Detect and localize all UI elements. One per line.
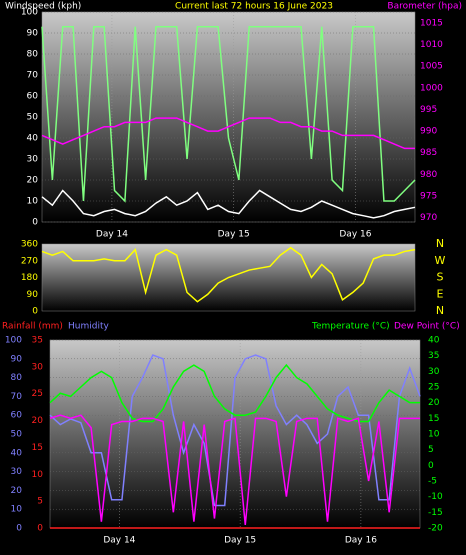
legend-label: Rainfall (mm)	[2, 322, 63, 332]
y-tick-label: 180	[21, 273, 38, 283]
legend-label: Humidity	[68, 322, 109, 332]
y3-tick-label: 15	[32, 443, 43, 453]
legend-label: Temperature (°C)	[311, 322, 390, 332]
y-tick-label: 40	[11, 448, 23, 458]
y2-tick-label: 985	[420, 148, 437, 158]
y3-tick-label: 0	[37, 524, 43, 534]
y2-tick-label: 1010	[420, 40, 443, 50]
y-axis-title: Windspeed (kph)	[5, 2, 81, 12]
y-tick-label: 80	[27, 50, 39, 60]
series-line	[41, 189, 416, 219]
y2-tick-label: 975	[420, 192, 437, 202]
compass-label: S	[437, 271, 444, 284]
y2-tick-label: 35	[428, 351, 439, 361]
y-tick-label: 30	[27, 155, 39, 165]
x-tick-label: Day 15	[224, 536, 256, 546]
x-tick-label: Day 14	[96, 230, 128, 240]
y2-tick-label: 1005	[420, 62, 443, 72]
y-tick-label: 90	[11, 354, 23, 364]
y2-tick-label: -20	[428, 524, 443, 534]
y2-tick-label: 10	[428, 430, 440, 440]
y-tick-label: 90	[27, 29, 39, 39]
y-tick-label: 70	[27, 71, 39, 81]
y-tick-label: 0	[32, 218, 38, 228]
y-tick-label: 70	[11, 392, 23, 402]
chart-title: Current last 72 hours 16 June 2023	[175, 2, 333, 12]
compass-label: N	[436, 304, 444, 317]
series-line	[41, 246, 416, 303]
y-tick-label: 50	[27, 113, 39, 123]
y-tick-label: 100	[5, 336, 22, 346]
series-line	[49, 414, 420, 525]
y2-tick-label: 0	[428, 461, 434, 471]
y2-tick-label: 990	[420, 127, 437, 137]
y2-tick-label: 5	[428, 445, 434, 455]
plot-area	[49, 339, 421, 529]
y-tick-label: 270	[21, 256, 38, 266]
y-tick-label: 20	[11, 486, 23, 496]
y2-axis-title: Barometer (hpa)	[387, 2, 462, 12]
y-tick-label: 100	[21, 8, 38, 18]
y-tick-label: 90	[27, 290, 39, 300]
y3-tick-label: 20	[32, 416, 44, 426]
series-line	[49, 354, 421, 507]
y3-tick-label: 25	[32, 389, 43, 399]
y-tick-label: 60	[11, 411, 23, 421]
y-tick-label: 360	[21, 240, 38, 250]
y2-tick-label: 1000	[420, 83, 443, 93]
y2-tick-label: 1015	[420, 18, 443, 28]
y2-tick-label: -15	[428, 508, 443, 518]
y-tick-label: 30	[11, 467, 23, 477]
y-tick-label: 0	[16, 524, 22, 534]
y2-tick-label: 30	[428, 367, 440, 377]
y3-tick-label: 10	[32, 470, 44, 480]
y2-tick-label: 25	[428, 383, 439, 393]
y3-tick-label: 5	[37, 497, 43, 507]
y2-tick-label: 980	[420, 170, 437, 180]
y-tick-label: 10	[27, 197, 39, 207]
y-tick-label: 20	[27, 176, 39, 186]
series-line	[41, 25, 416, 203]
x-tick-label: Day 15	[218, 230, 250, 240]
x-tick-label: Day 16	[345, 536, 377, 546]
y2-tick-label: 970	[420, 213, 437, 223]
y-tick-label: 40	[27, 134, 39, 144]
y-tick-label: 50	[11, 430, 23, 440]
y3-tick-label: 35	[32, 336, 43, 346]
legend-label: Dew Point (°C)	[394, 322, 460, 332]
compass-label: E	[437, 287, 444, 300]
compass-label: N	[436, 237, 444, 250]
series-line	[41, 117, 415, 150]
y3-tick-label: 30	[32, 362, 44, 372]
y2-tick-label: 15	[428, 414, 439, 424]
y-tick-label: 0	[32, 307, 38, 317]
x-tick-label: Day 16	[339, 230, 371, 240]
y2-tick-label: -5	[428, 477, 437, 487]
y-tick-label: 80	[11, 373, 23, 383]
y-tick-label: 60	[27, 92, 39, 102]
y-tick-label: 10	[11, 505, 23, 515]
y2-tick-label: -10	[428, 492, 443, 502]
compass-label: W	[435, 254, 446, 267]
y2-tick-label: 20	[428, 398, 440, 408]
y2-tick-label: 995	[420, 105, 437, 115]
x-tick-label: Day 14	[103, 536, 135, 546]
y2-tick-label: 40	[428, 336, 440, 346]
